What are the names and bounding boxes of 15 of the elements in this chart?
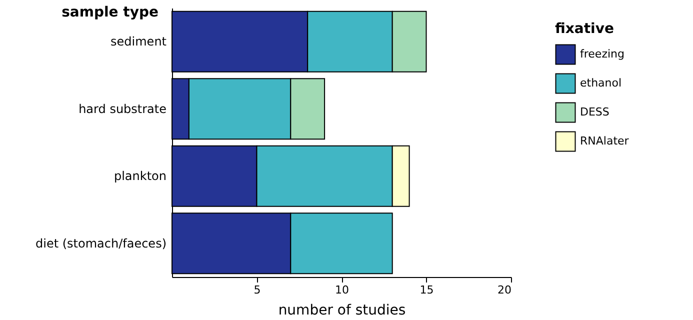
legend-label: RNAlater — [580, 134, 630, 148]
x-tick-label: 20 — [498, 284, 512, 296]
x-tick-label: 5 — [254, 284, 261, 296]
x-tick-label: 10 — [335, 284, 349, 296]
y-tick-label: sediment — [110, 34, 167, 49]
legend-label: ethanol — [580, 76, 622, 90]
x-tick-label: 15 — [420, 284, 434, 296]
legend-title: fixative — [555, 21, 614, 37]
legend-label: DESS — [580, 106, 610, 118]
y-tick-label: diet (stomach/faeces) — [36, 236, 166, 250]
y-tick-label: hard substrate — [78, 102, 166, 116]
x-axis-title: number of studies — [278, 302, 406, 318]
y-axis-title: sample type — [62, 4, 158, 20]
legend-label: freezing — [580, 48, 624, 60]
y-tick-label: plankton — [114, 169, 166, 184]
